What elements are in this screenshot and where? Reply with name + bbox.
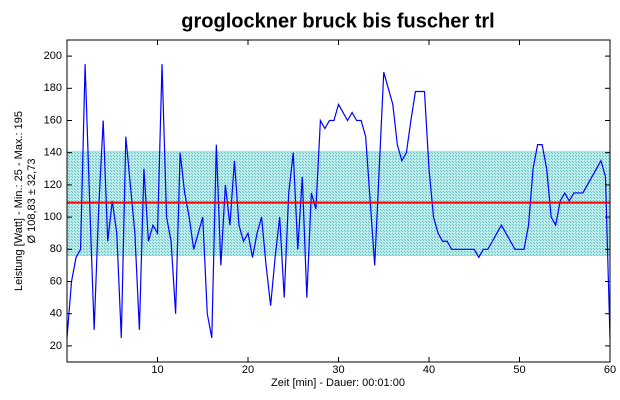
y-tick-label: 160 — [44, 114, 62, 126]
data-line — [66, 64, 611, 338]
y-tick-label: 120 — [44, 179, 62, 191]
x-axis-title: Zeit [min] - Dauer: 00:01:00 — [271, 377, 405, 389]
x-tick-label: 60 — [604, 364, 616, 376]
x-tick-label: 10 — [151, 364, 163, 376]
x-tick-label: 30 — [332, 364, 344, 376]
y-tick-label: 180 — [44, 82, 62, 94]
y-tick-label: 100 — [44, 211, 62, 223]
y-tick-label: 80 — [50, 243, 62, 255]
y-tick-label: 20 — [50, 340, 62, 352]
y-tick-label: 200 — [44, 50, 62, 62]
y-tick-label: 60 — [50, 275, 62, 287]
y-tick-label: 40 — [50, 308, 62, 320]
x-tick-label: 40 — [423, 364, 435, 376]
y-axis-stats: Ø 108,83 ± 32,73 — [26, 159, 38, 244]
x-tick-label: 50 — [513, 364, 525, 376]
chart-title: groglockner bruck bis fuscher trl — [181, 10, 494, 32]
y-axis-title: Leistung [Watt] - Min.: 25 - Max.: 195 — [13, 111, 25, 291]
x-tick-label: 20 — [242, 364, 254, 376]
y-tick-label: 140 — [44, 147, 62, 159]
